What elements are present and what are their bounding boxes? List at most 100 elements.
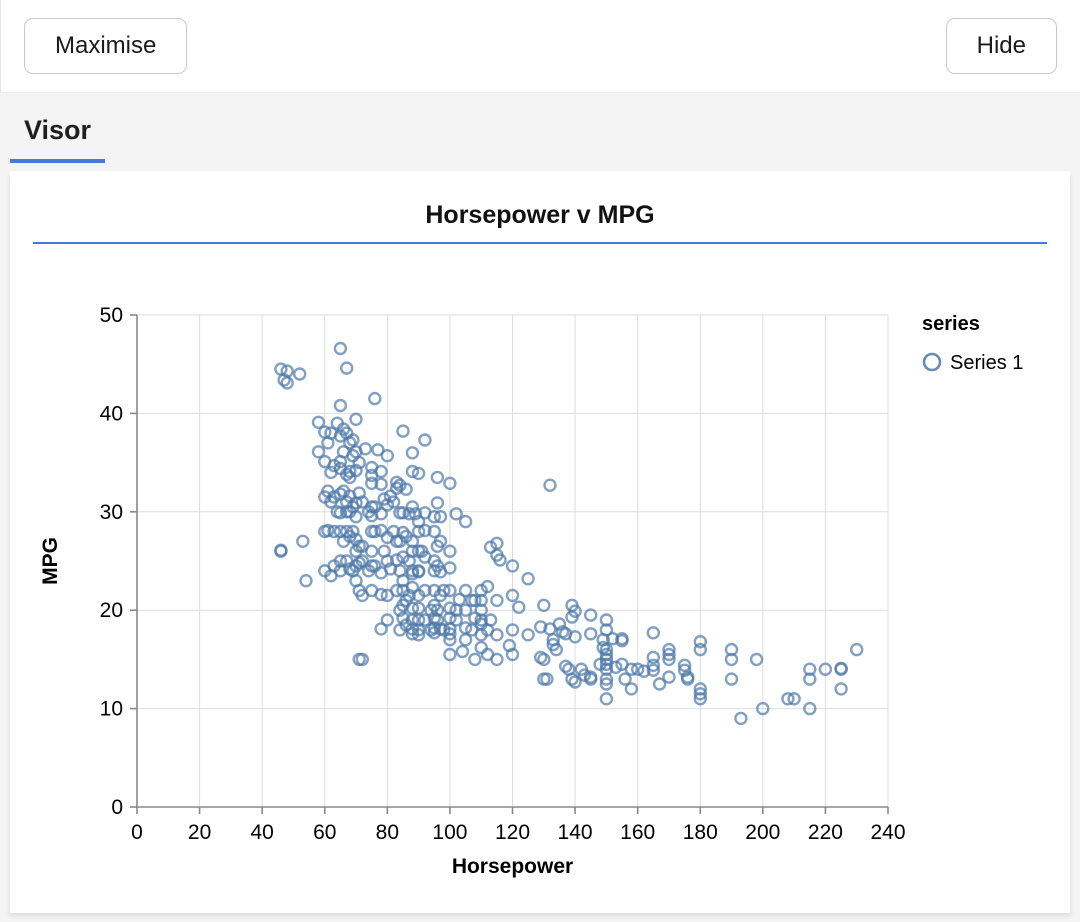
data-point bbox=[483, 613, 498, 627]
data-point bbox=[624, 682, 639, 696]
data-point bbox=[443, 583, 457, 598]
data-point bbox=[559, 659, 573, 673]
data-point bbox=[386, 495, 401, 509]
y-tick-label: 30 bbox=[100, 501, 123, 524]
data-point bbox=[411, 524, 426, 539]
data-point bbox=[803, 672, 817, 686]
data-point bbox=[599, 623, 614, 637]
y-tick-label: 10 bbox=[100, 698, 123, 721]
data-point bbox=[534, 620, 548, 634]
data-point bbox=[311, 445, 326, 459]
data-point bbox=[346, 433, 360, 447]
y-tick-label: 0 bbox=[111, 796, 123, 819]
data-point bbox=[405, 613, 420, 627]
data-point bbox=[474, 603, 488, 617]
data-point bbox=[396, 506, 410, 520]
data-point bbox=[430, 496, 445, 510]
data-point bbox=[474, 613, 488, 627]
data-point bbox=[433, 534, 448, 548]
data-point bbox=[468, 652, 482, 667]
data-point bbox=[624, 662, 639, 676]
x-tick-label: 0 bbox=[131, 821, 143, 844]
data-point bbox=[724, 672, 739, 686]
data-point bbox=[411, 565, 426, 579]
visor-toolbar: Maximise Hide bbox=[0, 0, 1080, 93]
data-point bbox=[543, 478, 557, 492]
data-point bbox=[652, 677, 667, 691]
data-point bbox=[333, 506, 348, 520]
data-point bbox=[299, 574, 313, 588]
data-point bbox=[333, 554, 348, 568]
scatter-chart: 0 20 40 60 80 100 120 140 160 180 200 220 240 0 10 20 30… bbox=[39, 304, 1023, 878]
data-point bbox=[756, 701, 770, 716]
data-point bbox=[380, 448, 394, 463]
data-point bbox=[358, 442, 373, 456]
data-point bbox=[474, 593, 488, 608]
data-point bbox=[380, 613, 394, 627]
data-point bbox=[277, 373, 291, 387]
data-point bbox=[599, 652, 614, 667]
data-point bbox=[399, 482, 413, 496]
data-point bbox=[568, 630, 582, 644]
legend-entry-label: Series 1 bbox=[950, 352, 1023, 374]
data-point bbox=[490, 652, 504, 667]
data-point bbox=[458, 514, 473, 529]
data-point bbox=[693, 635, 707, 649]
data-point bbox=[599, 672, 614, 686]
data-point bbox=[418, 583, 432, 598]
data-point bbox=[443, 627, 457, 641]
x-tick-label: 40 bbox=[250, 821, 273, 844]
x-tick-label: 140 bbox=[558, 821, 593, 844]
data-point bbox=[405, 464, 420, 479]
data-point bbox=[449, 613, 463, 627]
data-point bbox=[834, 661, 848, 675]
data-point bbox=[343, 464, 357, 479]
y-tick-label: 50 bbox=[100, 304, 123, 327]
maximise-button[interactable]: Maximise bbox=[24, 18, 188, 74]
data-point bbox=[468, 593, 482, 608]
data-point bbox=[565, 610, 579, 624]
data-point bbox=[584, 672, 598, 686]
data-point bbox=[749, 652, 764, 667]
data-point bbox=[584, 627, 598, 641]
data-point bbox=[349, 510, 363, 524]
data-point bbox=[396, 424, 410, 438]
data-point bbox=[365, 544, 379, 558]
x-tick-label: 160 bbox=[620, 821, 655, 844]
data-point bbox=[540, 672, 554, 686]
data-point bbox=[405, 446, 420, 460]
data-point bbox=[365, 476, 379, 491]
data-point bbox=[646, 658, 660, 672]
hide-button[interactable]: Hide bbox=[945, 18, 1057, 74]
data-point bbox=[333, 398, 348, 413]
data-point bbox=[411, 466, 426, 481]
data-point bbox=[646, 663, 660, 677]
x-tick-label: 180 bbox=[683, 821, 718, 844]
data-point bbox=[693, 687, 707, 701]
data-point bbox=[505, 588, 520, 603]
data-point bbox=[411, 623, 426, 637]
y-tick-label: 20 bbox=[100, 599, 123, 622]
data-point bbox=[374, 507, 388, 521]
data-point bbox=[568, 675, 582, 689]
data-point bbox=[781, 692, 795, 706]
data-point bbox=[474, 640, 488, 655]
data-point bbox=[615, 634, 629, 648]
x-tick-label: 240 bbox=[870, 821, 905, 844]
data-point bbox=[734, 711, 748, 726]
data-point bbox=[505, 623, 520, 637]
data-point bbox=[452, 592, 466, 607]
tab-visor[interactable]: Visor bbox=[10, 115, 106, 163]
data-point bbox=[374, 464, 388, 479]
data-point bbox=[646, 650, 660, 665]
data-point bbox=[693, 692, 707, 706]
data-point bbox=[427, 524, 441, 539]
data-point bbox=[374, 622, 388, 636]
data-point bbox=[349, 412, 363, 427]
data-point bbox=[390, 475, 404, 490]
data-point bbox=[390, 481, 404, 495]
data-point bbox=[455, 644, 470, 659]
data-point bbox=[402, 588, 416, 603]
data-point bbox=[380, 554, 394, 568]
data-point bbox=[552, 617, 567, 631]
